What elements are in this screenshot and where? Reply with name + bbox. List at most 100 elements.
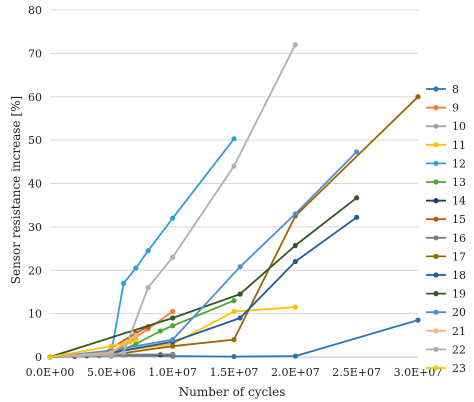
data-point [231,163,237,169]
legend-item: 14 [426,195,466,208]
data-point [292,211,298,217]
series-line [49,338,137,358]
legend-swatch-marker [433,179,439,185]
y-tick-label: 0 [35,351,42,364]
data-point [145,285,151,291]
legend-item: 17 [426,250,466,263]
legend-swatch-marker [433,309,439,315]
data-point [292,304,298,310]
series-18 [47,214,360,360]
y-tick-label: 40 [28,178,42,191]
x-tick-label: 2.5E+07 [332,366,381,379]
legend-label: 13 [452,176,466,189]
legend-swatch-marker [433,216,439,222]
legend-swatch-marker [433,142,439,148]
y-tick-labels: 0 10 20 30 40 50 60 70 80 [28,4,42,364]
legend-swatch-marker [433,105,439,111]
legend-swatch-marker [433,198,439,204]
data-point [292,42,298,48]
data-point [231,298,237,304]
y-tick-label: 80 [28,4,42,17]
data-point [237,315,243,321]
data-point [354,195,360,201]
data-point [108,343,114,349]
legend-item: 19 [426,288,466,301]
legend-item: 10 [426,120,466,133]
data-point [231,136,237,142]
data-point [157,328,163,334]
data-point [121,350,127,356]
legend-label: 15 [452,213,466,226]
y-tick-label: 70 [28,47,42,60]
data-point [170,323,176,329]
data-point [237,291,243,297]
series-line [49,151,358,358]
legend-label: 9 [452,102,459,115]
legend-label: 17 [452,250,466,263]
legend-item: 13 [426,176,466,189]
x-axis-label: Number of cycles [179,385,286,399]
legend-swatch-marker [433,253,439,259]
data-point [170,343,176,349]
data-point [133,332,139,338]
legend-label: 8 [452,83,459,96]
data-point [170,337,176,343]
legend-label: 19 [452,288,466,301]
series-line [49,138,235,358]
y-tick-label: 20 [28,264,42,277]
data-point [133,265,139,271]
legend-label: 12 [452,157,466,170]
legend-item: 11 [426,139,466,152]
legend-label: 22 [452,343,466,356]
legend-item: 20 [426,306,466,319]
x-tick-labels: 0.0E+00 5.0E+06 1.0E+07 1.5E+07 2.0E+07 2.5E+… [26,366,443,379]
series-line [49,197,358,358]
y-tick-label: 10 [28,308,42,321]
x-tick-label: 1.5E+07 [210,366,259,379]
series-23 [47,337,139,360]
legend-swatch-marker [433,160,439,166]
y-tick-label: 30 [28,221,42,234]
legend-item: 9 [426,102,459,115]
x-tick-label: 0.0E+00 [26,366,75,379]
legend-label: 16 [452,232,466,245]
data-point [292,242,298,249]
y-tick-label: 50 [28,134,42,147]
legend: 8 9 10 11 12 13 14 15 16 17 18 19 20 21 22 23 [426,83,466,375]
legend-item: 21 [426,325,466,338]
data-point [354,214,360,220]
legend-label: 10 [452,120,466,133]
legend-swatch-marker [433,346,439,352]
data-point [237,264,243,270]
legend-item: 12 [426,157,466,170]
data-point [354,149,360,155]
data-point [415,94,421,100]
data-point [145,248,151,254]
legend-swatch-marker [433,86,439,92]
data-point [231,353,237,360]
data-point [170,308,176,315]
x-tick-label: 5.0E+06 [87,366,136,379]
legend-item: 23 [426,362,466,375]
data-point [170,315,176,321]
legend-item: 15 [426,213,466,226]
data-point [231,308,237,315]
data-point [292,258,298,265]
data-point [170,254,176,260]
legend-swatch-marker [433,365,439,371]
legend-label: 18 [452,269,466,282]
data-point [127,339,133,345]
data-point [415,317,421,323]
x-tick-label: 2.0E+07 [271,366,320,379]
legend-swatch-marker [433,291,439,297]
series-19 [47,195,360,360]
legend-item: 18 [426,269,466,282]
legend-swatch-marker [433,235,439,241]
data-point [121,280,127,286]
legend-swatch-marker [433,272,439,278]
legend-label: 23 [452,362,466,375]
legend-label: 20 [452,306,466,319]
legend-swatch-marker [433,123,439,129]
y-tick-label: 60 [28,91,42,104]
data-point [47,354,53,360]
